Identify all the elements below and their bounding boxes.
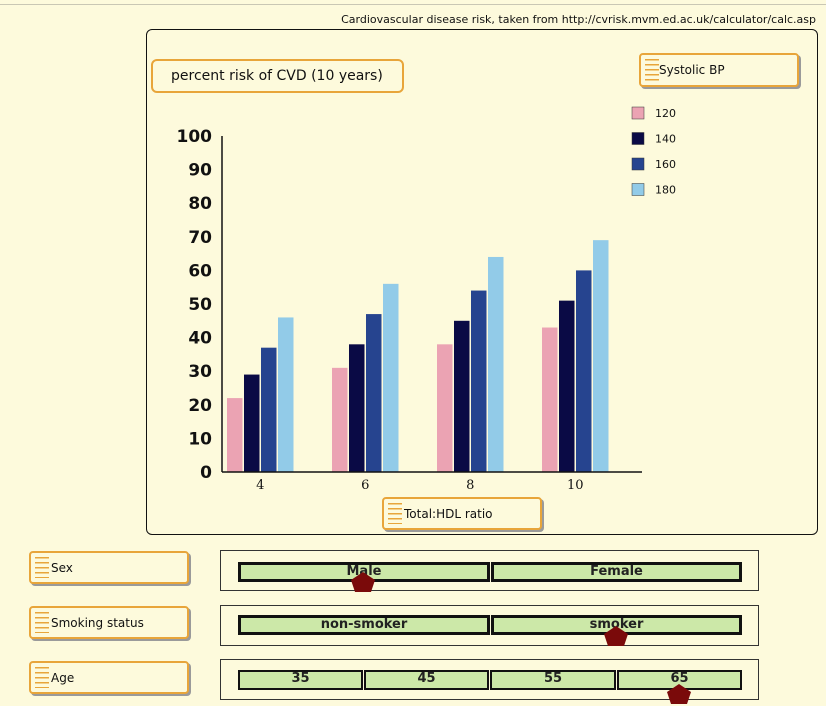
bar-180-10 xyxy=(593,240,609,472)
age-selector: 35 45 55 65 xyxy=(220,659,759,700)
menu-lines-icon xyxy=(388,503,402,524)
sex-option-female[interactable]: Female xyxy=(491,562,742,582)
y-tick-label: 60 xyxy=(188,261,212,281)
x-tick-label: 6 xyxy=(361,478,369,493)
x-tick-label: 4 xyxy=(256,478,264,493)
y-tick-label: 40 xyxy=(188,329,212,349)
bar-120-10 xyxy=(542,327,558,472)
bar-140-6 xyxy=(349,344,365,472)
y-tick-label: 0 xyxy=(200,463,212,483)
y-tick-label: 10 xyxy=(188,429,212,449)
bar-120-8 xyxy=(437,344,453,472)
y-tick-label: 100 xyxy=(177,127,213,147)
sex-selector: Male Female xyxy=(220,550,759,591)
legend-swatch-180 xyxy=(631,183,645,196)
bar-120-6 xyxy=(332,367,348,472)
x-axis-label: Total:HDL ratio xyxy=(404,506,493,521)
bar-140-10 xyxy=(559,300,575,472)
legend-swatch-160 xyxy=(631,157,645,171)
x-axis-variable-button[interactable]: Total:HDL ratio xyxy=(382,497,542,530)
y-tick-label: 80 xyxy=(188,194,212,214)
smoking-selector: non-smoker smoker xyxy=(220,605,759,646)
bar-160-6 xyxy=(366,314,382,472)
smoking-label-button[interactable]: Smoking status xyxy=(29,606,189,639)
smoking-label: Smoking status xyxy=(51,615,144,630)
sex-selection-marker-icon[interactable] xyxy=(350,571,376,593)
chart-panel xyxy=(146,29,818,535)
bar-120-4 xyxy=(227,398,243,472)
top-divider xyxy=(0,4,826,5)
legend-title-label: Systolic BP xyxy=(659,63,725,77)
legend-swatch-120 xyxy=(631,106,645,120)
age-option-35[interactable]: 35 xyxy=(238,670,363,690)
y-tick-label: 70 xyxy=(188,228,212,248)
menu-lines-icon xyxy=(645,59,659,81)
legend-label-160: 160 xyxy=(655,158,676,171)
legend-label-140: 140 xyxy=(655,133,676,146)
menu-lines-icon xyxy=(35,557,49,578)
smoking-option-non-smoker[interactable]: non-smoker xyxy=(238,615,490,635)
bar-160-10 xyxy=(576,270,592,472)
menu-lines-icon xyxy=(35,612,49,633)
source-caption: Cardiovascular disease risk, taken from … xyxy=(341,13,816,26)
bar-160-4 xyxy=(261,347,277,472)
y-tick-label: 50 xyxy=(188,295,212,315)
bar-140-8 xyxy=(454,320,470,472)
age-label: Age xyxy=(51,670,75,685)
y-tick-label: 20 xyxy=(188,396,212,416)
age-label-button[interactable]: Age xyxy=(29,661,189,694)
bar-160-8 xyxy=(471,290,487,472)
smoking-selection-marker-icon[interactable] xyxy=(603,625,629,647)
x-tick-label: 8 xyxy=(466,478,474,493)
sex-label-button[interactable]: Sex xyxy=(29,551,189,584)
bar-180-4 xyxy=(278,317,294,472)
y-tick-label: 30 xyxy=(188,362,212,382)
chart-title: percent risk of CVD (10 years) xyxy=(151,59,404,93)
legend-swatch-140 xyxy=(631,132,645,145)
menu-lines-icon xyxy=(35,667,49,688)
age-option-55[interactable]: 55 xyxy=(490,670,616,690)
legend-label-180: 180 xyxy=(655,184,676,197)
sex-label: Sex xyxy=(51,560,73,575)
age-selection-marker-icon[interactable] xyxy=(666,683,692,705)
x-tick-label: 10 xyxy=(567,478,584,493)
legend-label-120: 120 xyxy=(655,107,676,120)
bar-140-4 xyxy=(244,374,260,472)
legend-title-button[interactable]: Systolic BP xyxy=(639,53,799,87)
bar-180-8 xyxy=(488,256,504,472)
y-tick-label: 90 xyxy=(188,161,212,181)
age-option-45[interactable]: 45 xyxy=(364,670,489,690)
bar-180-6 xyxy=(383,283,399,472)
